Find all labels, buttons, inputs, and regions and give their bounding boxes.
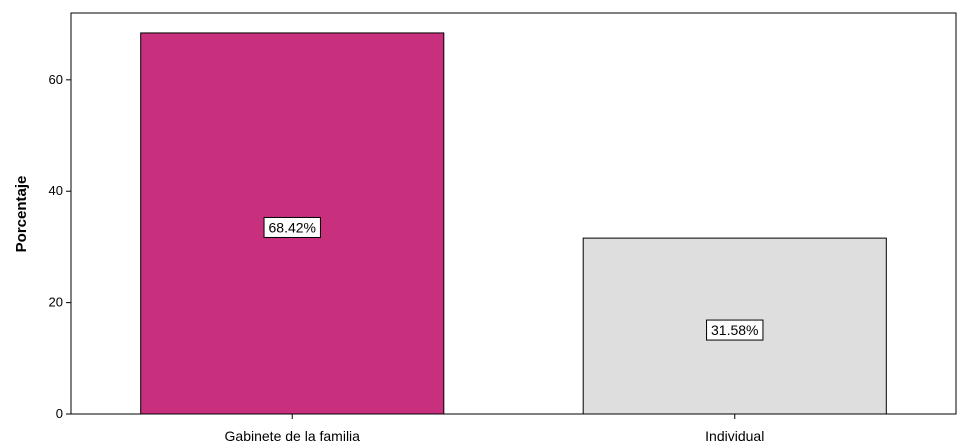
bars-layer: 68.42% 31.58% [140, 32, 887, 415]
data-label: 68.42% [269, 219, 316, 235]
x-tick-label: Individual [705, 428, 764, 444]
bar-0 [140, 32, 445, 415]
y-axis: 0 20 40 60 [49, 72, 71, 421]
y-tick-label: 0 [56, 406, 63, 421]
plot-frame [70, 12, 957, 415]
y-tick-label: 60 [49, 72, 63, 87]
data-label-box [706, 319, 764, 341]
x-axis: Gabinete de la familia Individual [225, 414, 764, 444]
y-tick-label: 20 [49, 295, 63, 310]
x-tick-label: Gabinete de la familia [225, 428, 361, 444]
y-axis-title: Porcentaje [13, 176, 30, 253]
y-tick-label: 40 [49, 183, 63, 198]
data-label: 31.58% [711, 322, 758, 338]
data-label-box [263, 216, 321, 238]
